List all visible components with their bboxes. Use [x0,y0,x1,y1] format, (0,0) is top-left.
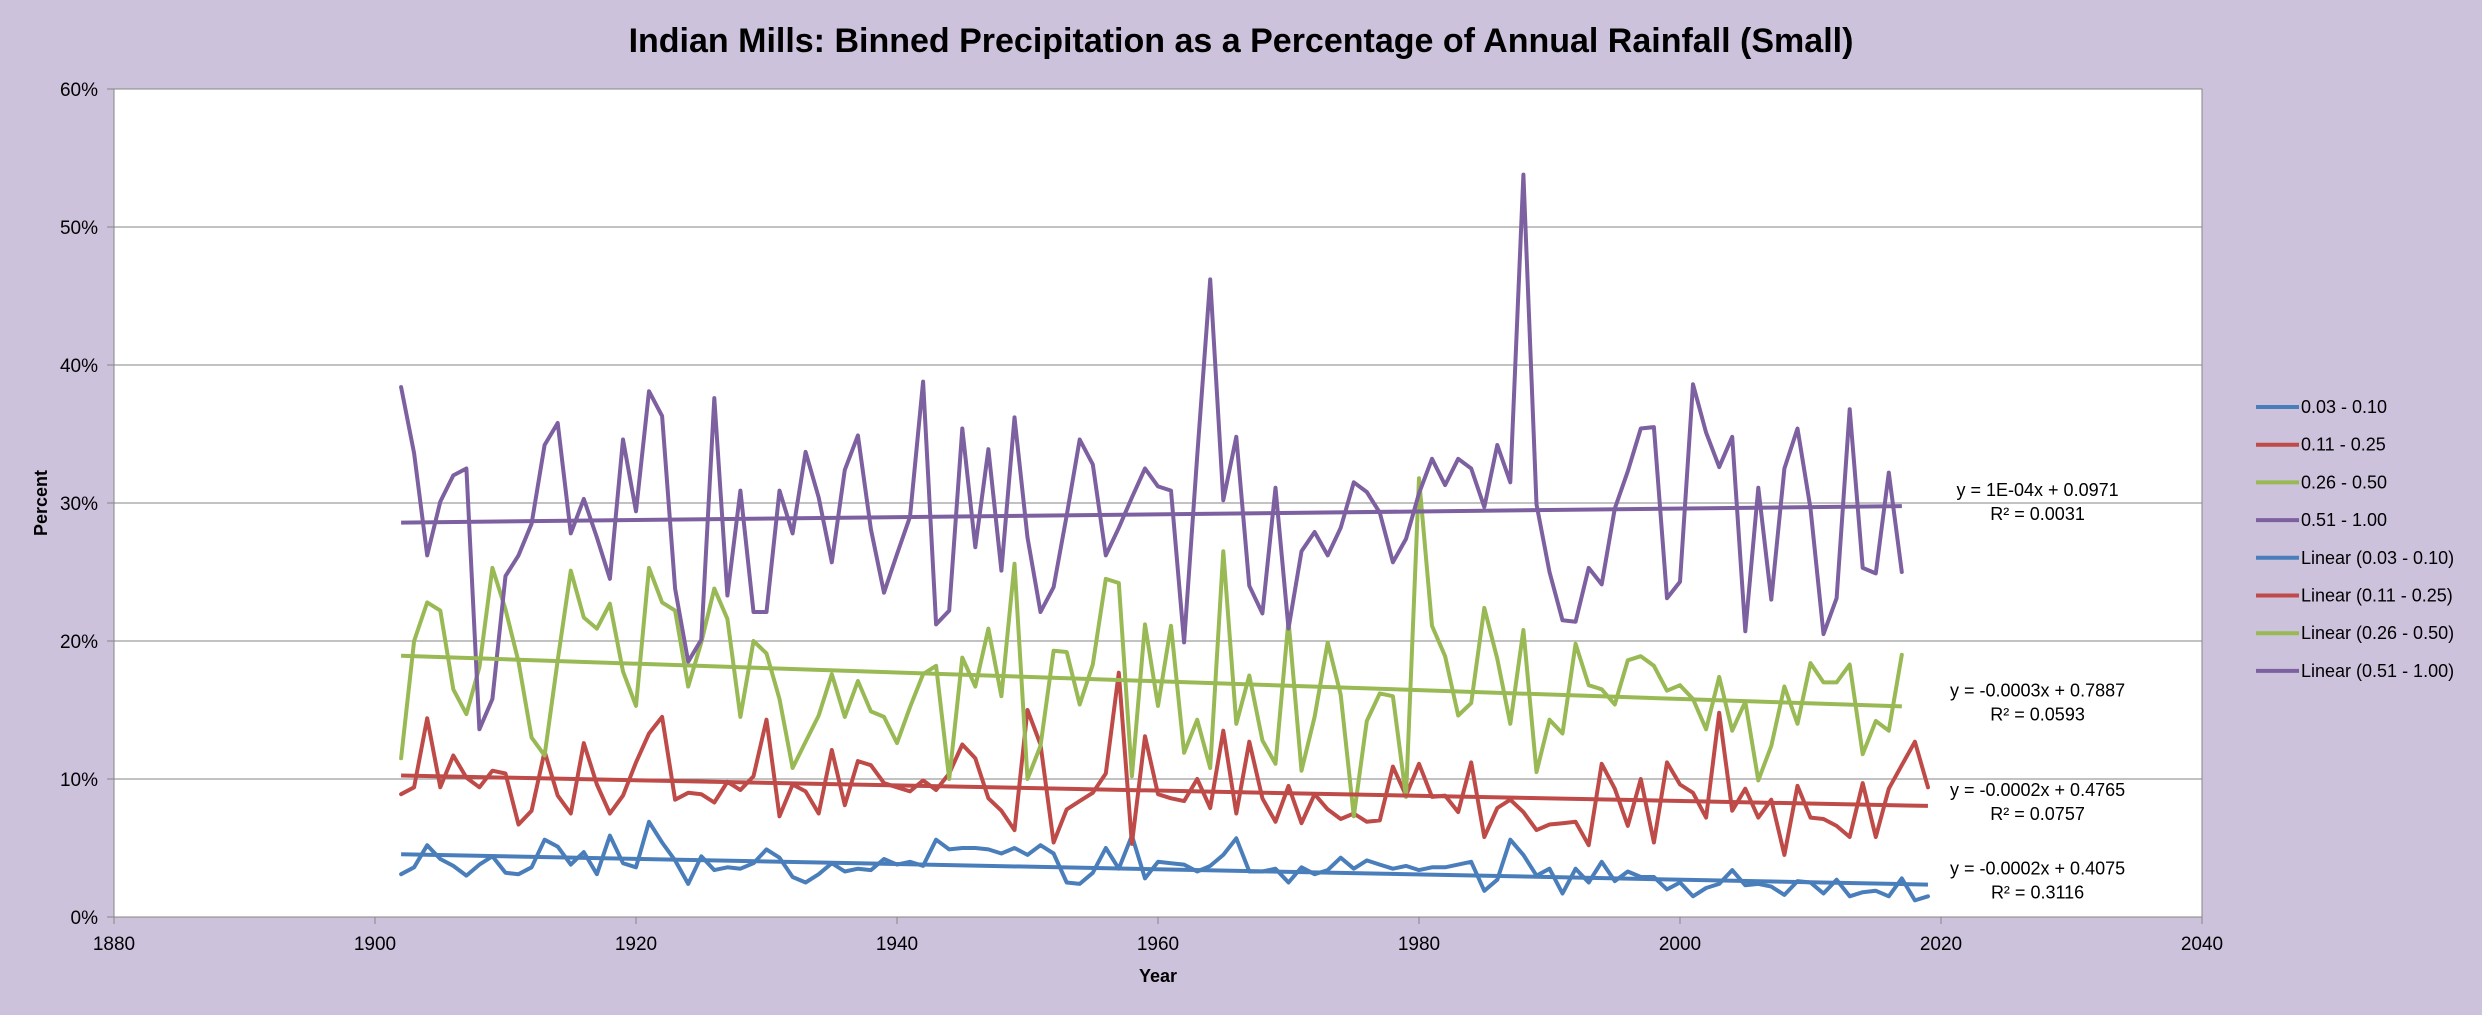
y-tick-label: 20% [60,632,98,653]
gridlines [114,226,2202,780]
chart-title: Indian Mills: Binned Precipitation as a … [629,22,1854,60]
trendline-equation: y = 1E-04x + 0.0971 [1957,480,2119,500]
trendline-4 [401,504,1902,525]
y-tick-label: 60% [60,80,98,101]
x-axis-ticks: 1880 1900 1920 1940 1960 1980 2000 2020 2040 [93,917,2223,955]
legend-label: Linear (0.26 - 0.50) [2301,623,2454,643]
y-tick-label: 0% [71,908,99,929]
legend-label: Linear (0.11 - 0.25) [2301,586,2453,606]
legend-label: Linear (0.51 - 1.00) [2301,661,2454,681]
trendline-r2: R² = 0.3116 [1991,883,2084,903]
x-tick-label: 1980 [1398,934,1440,955]
y-tick-label: 40% [60,356,98,377]
y-tick-label: 30% [60,494,98,515]
series-line-4 [399,172,1904,732]
x-axis-title: Year [1139,966,1177,986]
y-tick-label: 50% [60,218,98,239]
trendline-equation: y = -0.0002x + 0.4765 [1950,780,2125,800]
x-tick-label: 1920 [615,934,657,955]
trendline-layer [401,504,1928,887]
legend-label: Linear (0.03 - 0.10) [2301,548,2454,568]
legend-label: 0.11 - 0.25 [2301,435,2386,455]
x-tick-label: 1880 [93,934,135,955]
x-tick-label: 1940 [876,934,918,955]
trendline-r2: R² = 0.0757 [1990,804,2085,824]
x-tick-label: 2000 [1659,934,1701,955]
trendline-r2: R² = 0.0031 [1990,504,2085,524]
legend-label: 0.26 - 0.50 [2301,472,2387,492]
y-tick-label: 10% [60,770,98,791]
legend: 0.03 - 0.10 0.11 - 0.25 0.26 - 0.50 0.51 - … [2256,397,2454,681]
series-line-3 [399,476,1904,819]
trendline-2 [401,773,1928,808]
legend-label: 0.03 - 0.10 [2301,397,2387,417]
series-line-2 [399,670,1930,857]
series-layer [399,172,1930,903]
trendline-r2: R² = 0.0593 [1990,704,2085,724]
x-tick-label: 2040 [2181,934,2223,955]
x-tick-label: 1900 [354,934,396,955]
y-axis-title: Percent [31,470,51,536]
trendline-equation: y = -0.0002x + 0.4075 [1950,859,2125,879]
trendline-equation: y = -0.0003x + 0.7887 [1950,680,2125,700]
legend-label: 0.51 - 1.00 [2301,510,2387,530]
trendline-1 [401,852,1928,887]
trendline-equations: y = -0.0002x + 0.4075 R² = 0.3116 y = -0.0… [1950,480,2125,902]
y-axis-ticks: 0% 10% 20% 30% 40% 50% 60% [60,80,114,929]
trendline-3 [401,653,1902,709]
series-line-1 [399,819,1930,903]
x-tick-label: 2020 [1920,934,1962,955]
x-tick-label: 1960 [1137,934,1179,955]
